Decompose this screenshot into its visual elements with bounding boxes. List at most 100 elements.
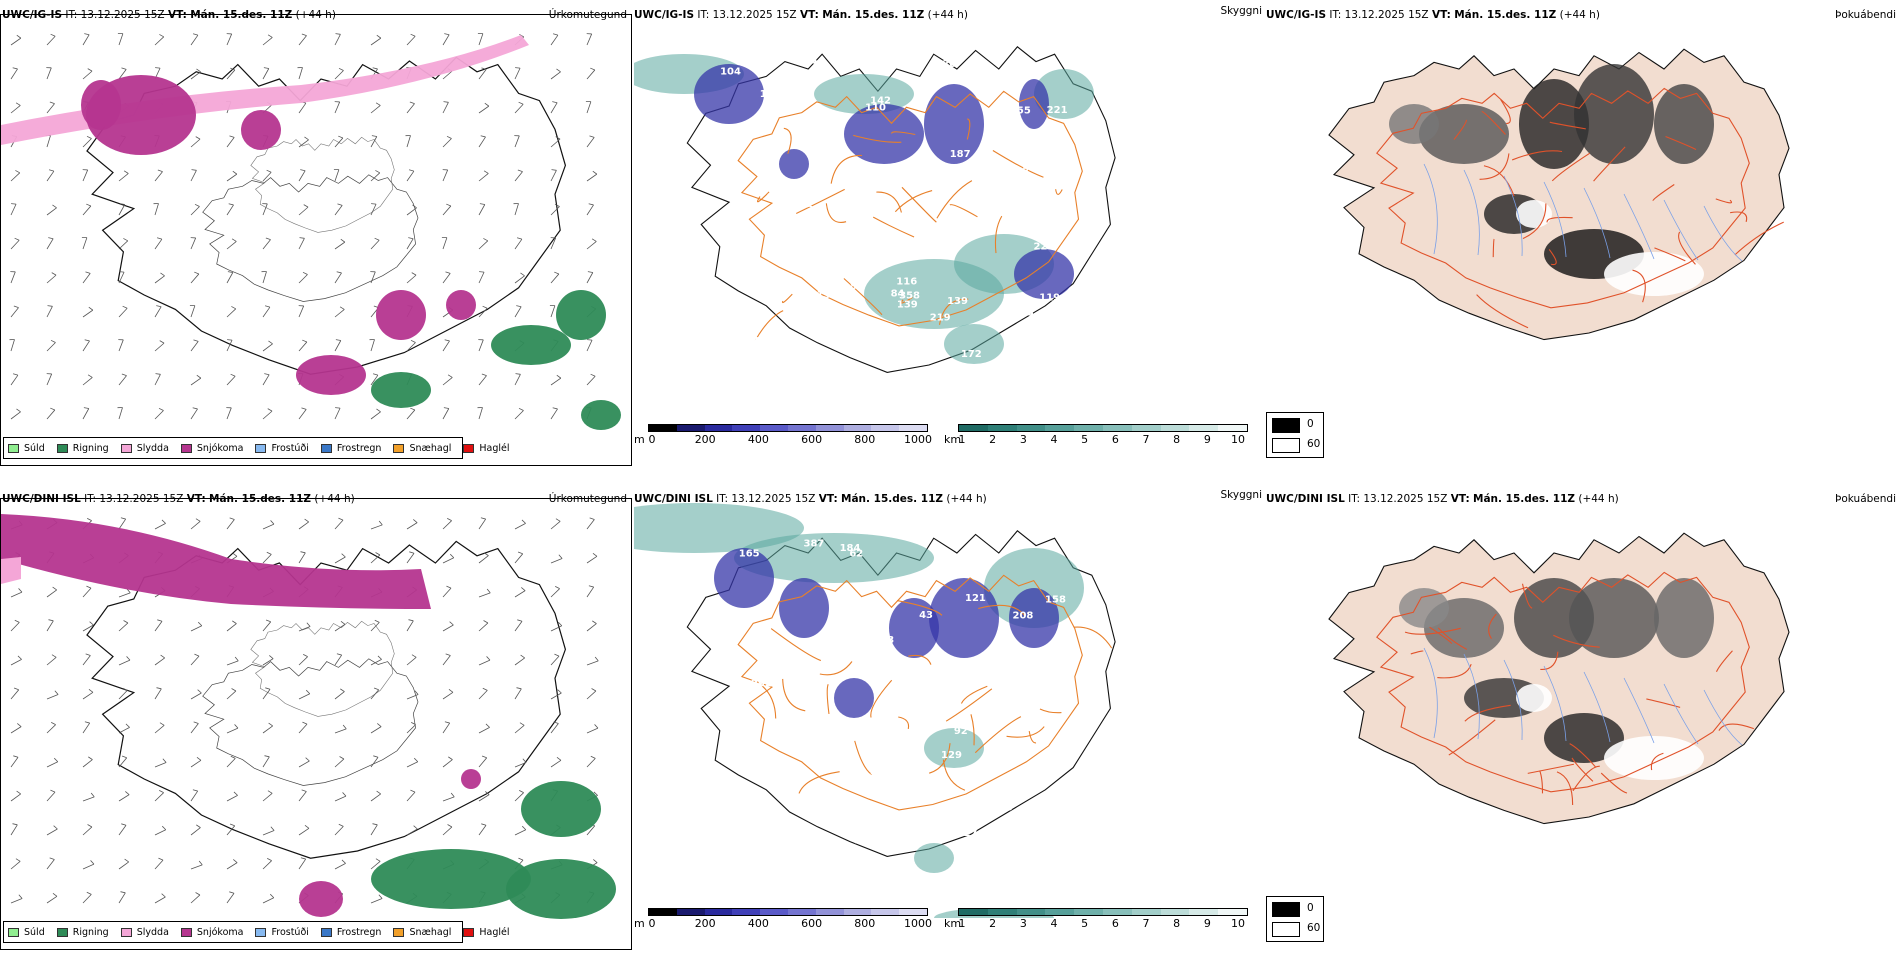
ceiling-value: 165 — [739, 549, 760, 560]
ceiling-value: 159 — [817, 290, 838, 301]
legend-item: Slydda — [121, 927, 169, 938]
ceiling-value: 151 — [1014, 668, 1035, 679]
ceiling-value: 292 — [751, 679, 772, 690]
legend-item: Slydda — [121, 443, 169, 454]
fog-cell — [1389, 104, 1439, 144]
ceiling-value: 160 — [992, 802, 1013, 813]
ceiling-value: 282 — [806, 204, 827, 215]
it-value: 13.12.2025 15Z — [81, 9, 165, 21]
it-value: 13.12.2025 15Z — [99, 493, 183, 505]
vt-label: VT: — [168, 9, 187, 21]
glacier — [1516, 684, 1552, 712]
legend-label: Haglél — [479, 927, 509, 938]
legend-item: Snæhagl — [393, 443, 451, 454]
rain-area — [491, 325, 571, 365]
colorbar-tick: 1 — [959, 917, 966, 930]
colorbar-tick: 6 — [1112, 433, 1119, 446]
legend-label: Frostregn — [337, 927, 382, 938]
ceiling-value: 141 — [1025, 652, 1046, 663]
ceiling-value: 174 — [856, 611, 877, 622]
legend-item: Súld — [8, 443, 45, 454]
fog-legend-swatch — [1272, 418, 1300, 433]
lead-time: (+44 h) — [314, 493, 354, 505]
ceiling-value: 145 — [760, 89, 781, 100]
legend-swatch — [8, 444, 19, 453]
legend-swatch — [255, 928, 266, 937]
legend-item: Rigning — [57, 443, 109, 454]
fog-cell — [1569, 578, 1659, 658]
colorbar-tick: 3 — [1020, 917, 1027, 930]
vt-value: Mán. 15.des. 11Z — [841, 493, 943, 505]
ceiling-value: 184 — [840, 543, 861, 554]
colorbar-tick: 9 — [1204, 433, 1211, 446]
colorbar-tick: 3 — [1020, 433, 1027, 446]
lead-time: (+44 h) — [1578, 493, 1618, 505]
fog-panel — [1264, 498, 1900, 948]
model-name: UWC/IG-IS — [634, 9, 694, 21]
ceiling-value: 142 — [870, 95, 891, 106]
colorbar-tick: 4 — [1051, 433, 1058, 446]
ceiling-value: 125 — [779, 825, 800, 836]
visibility-map: 2431191161513918717225614521925228213084… — [634, 14, 1264, 434]
glacier — [1516, 200, 1552, 228]
fog-panel — [1264, 14, 1900, 464]
colorbar-tick: 200 — [695, 433, 716, 446]
legend-label: Snjókoma — [197, 443, 244, 454]
colorbar-tick: 5 — [1081, 433, 1088, 446]
legend-label: Snjókoma — [197, 927, 244, 938]
colorbar-tick: 7 — [1143, 917, 1150, 930]
ceiling-value: 85 — [850, 281, 864, 292]
colorbar-ramp — [648, 908, 928, 916]
vt-value: Mán. 15.des. 11Z — [1473, 493, 1575, 505]
rain-area — [556, 290, 606, 340]
fog-legend-label: 60 — [1307, 438, 1320, 450]
ceiling-patch — [929, 578, 999, 658]
colorbar-tick: 4 — [1051, 917, 1058, 930]
ceiling-value: 158 — [1045, 594, 1066, 605]
model-name: UWC/DINI ISL — [2, 493, 81, 505]
it-label: IT: — [84, 493, 96, 505]
ceiling-value: 221 — [1047, 105, 1068, 116]
legend-item: Frostregn — [321, 443, 382, 454]
legend-swatch — [181, 928, 192, 937]
snow-area — [446, 290, 476, 320]
ceiling-value: 108 — [859, 804, 880, 815]
legend-swatch — [463, 444, 474, 453]
model-name: UWC/DINI ISL — [1266, 493, 1345, 505]
snow-area — [299, 881, 343, 917]
legend-swatch — [121, 928, 132, 937]
fog-legend-swatch — [1272, 902, 1300, 917]
ceiling-value: 15 — [909, 63, 923, 74]
ceiling-value: 104 — [720, 66, 741, 77]
legend-swatch — [393, 928, 404, 937]
model-name: UWC/IG-IS — [2, 9, 62, 21]
ceiling-value: 173 — [873, 635, 894, 646]
colorbar-tick: 800 — [854, 917, 875, 930]
colorbar-unit: m — [634, 917, 645, 930]
legend-swatch — [121, 444, 132, 453]
legend-swatch — [57, 444, 68, 453]
vt-label: VT: — [819, 493, 838, 505]
snow-area — [81, 80, 121, 130]
ceiling-value: 139 — [947, 296, 968, 307]
model-name: UWC/DINI ISL — [634, 493, 713, 505]
vt-label: VT: — [187, 493, 206, 505]
fog-legend-swatch — [1272, 438, 1300, 453]
legend-label: Snæhagl — [409, 443, 451, 454]
rain-area — [506, 859, 616, 919]
panel-header: UWC/DINI ISL IT: 13.12.2025 15Z VT: Mán.… — [634, 492, 987, 506]
legend-swatch — [8, 928, 19, 937]
colorbar-ramp — [648, 424, 928, 432]
fog-cell — [1654, 84, 1714, 164]
ceiling-value: 219 — [930, 312, 951, 323]
colorbar-tick: 800 — [854, 433, 875, 446]
fog-cell — [1399, 588, 1449, 628]
ceiling-value: 155 — [1010, 106, 1031, 117]
ceiling-value: 208 — [1013, 611, 1034, 622]
ceiling-value: 127 — [957, 828, 978, 839]
it-label: IT: — [1348, 493, 1360, 505]
